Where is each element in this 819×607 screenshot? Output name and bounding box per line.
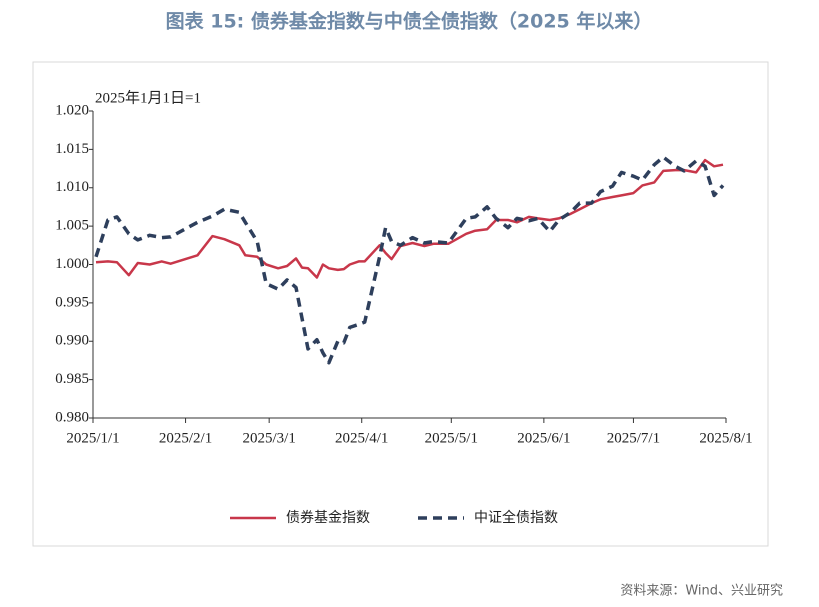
- x-tick-label: 2025/7/1: [607, 430, 660, 446]
- legend-label: 债券基金指数: [286, 509, 370, 526]
- y-tick-label: 0.985: [55, 371, 89, 387]
- x-tick-label: 2025/1/1: [66, 430, 119, 446]
- x-tick-label: 2025/8/1: [699, 430, 752, 446]
- x-tick-label: 2025/5/1: [425, 430, 478, 446]
- x-tick-label: 2025/3/1: [242, 430, 295, 446]
- y-tick-label: 0.990: [55, 333, 89, 349]
- series-line: [95, 158, 724, 279]
- x-tick-label: 2025/6/1: [517, 430, 570, 446]
- chart-title: 图表 15: 债券基金指数与中债全债指数（2025 年以来）: [166, 10, 653, 33]
- y-tick-label: 1.005: [55, 218, 89, 234]
- series-line: [94, 155, 725, 365]
- annotation: 2025年1月1日=1: [95, 89, 201, 106]
- x-tick-label: 2025/2/1: [159, 430, 212, 446]
- legend-label: 中证全债指数: [474, 509, 558, 526]
- y-tick-label: 1.010: [55, 179, 89, 195]
- y-tick-label: 1.015: [55, 141, 89, 157]
- source: 资料来源：Wind、兴业研究: [620, 584, 783, 599]
- y-tick-label: 0.980: [55, 409, 89, 425]
- y-tick-label: 1.000: [55, 256, 89, 272]
- y-tick-label: 1.020: [55, 102, 89, 118]
- x-tick-label: 2025/4/1: [335, 430, 388, 446]
- chart-frame: [32, 61, 769, 547]
- y-tick-label: 0.995: [55, 294, 89, 310]
